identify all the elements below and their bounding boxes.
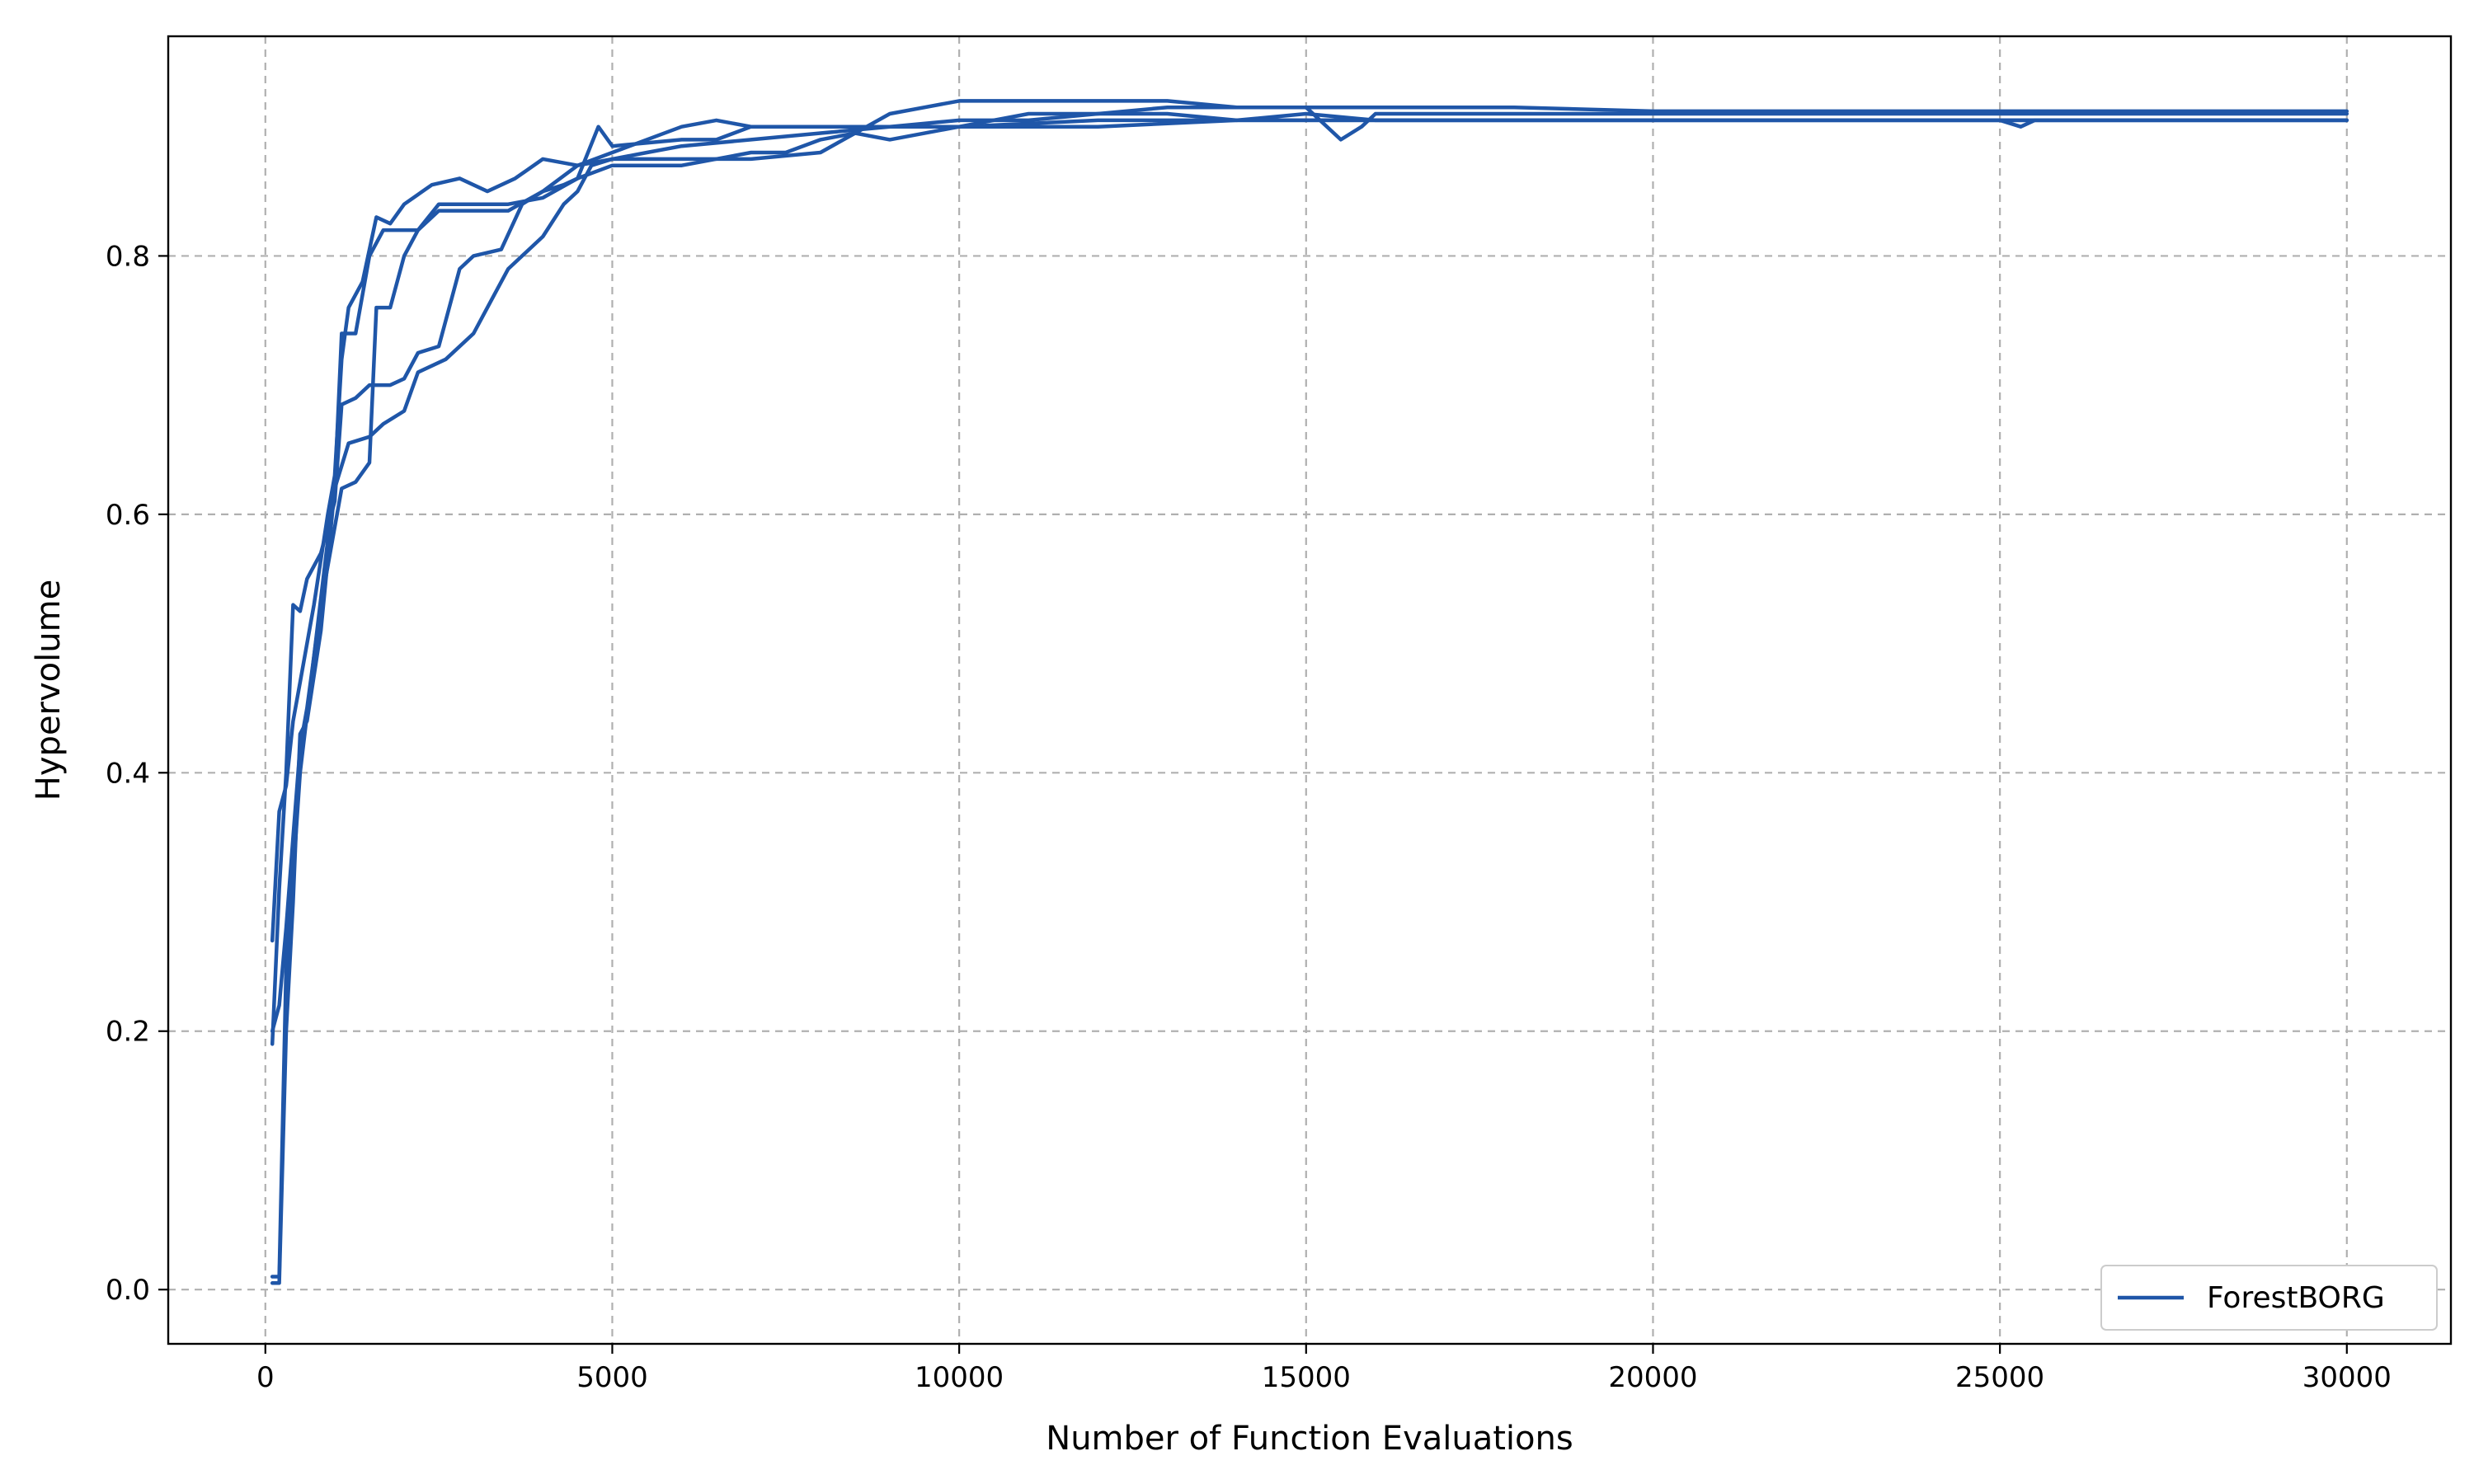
- legend: ForestBORG: [2100, 1265, 2438, 1331]
- plot-frame: [167, 35, 2453, 1345]
- x-tick-label: 25000: [1955, 1361, 2044, 1394]
- axis-ticks: 0 5000 10000 15000 20000 25000 30000 0.0 0.2 0.4 0…: [106, 240, 2392, 1394]
- y-tick-label: 0.8: [106, 240, 150, 273]
- x-tick-label: 5000: [576, 1361, 648, 1394]
- x-tick-label: 15000: [1262, 1361, 1351, 1394]
- legend-box: [2100, 1265, 2438, 1331]
- x-tick-label: 10000: [915, 1361, 1004, 1394]
- x-tick-label: 20000: [1608, 1361, 1697, 1394]
- series-line-run-4: [270, 99, 2349, 1279]
- series-line-run-5: [270, 118, 2349, 1033]
- y-tick-label: 0.0: [106, 1274, 150, 1307]
- series-group: [270, 99, 2349, 1285]
- legend-label: ForestBORG: [2207, 1281, 2385, 1315]
- x-tick-label: 0: [256, 1361, 275, 1394]
- y-tick-label: 0.6: [106, 499, 150, 532]
- x-axis-label: Number of Function Evaluations: [1046, 1420, 1573, 1458]
- y-tick-label: 0.4: [106, 757, 150, 790]
- y-tick-label: 0.2: [106, 1016, 150, 1049]
- x-tick-label: 30000: [2302, 1361, 2392, 1394]
- grid: [168, 36, 2451, 1344]
- y-axis-label: Hypervolume: [30, 580, 68, 801]
